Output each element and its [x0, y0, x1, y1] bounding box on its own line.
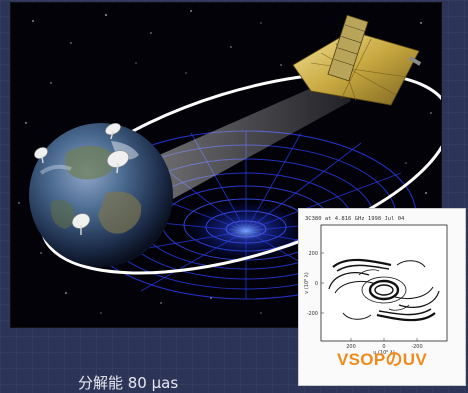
antenna-icon — [105, 123, 121, 140]
uv-plot-header: 3C380 at 4.816 GHz 1998 Jul 04 — [305, 216, 405, 222]
antenna-icon — [34, 147, 48, 164]
earth-satellite-orbit-image — [18, 10, 441, 314]
earth — [29, 123, 173, 267]
y-tick-label: 200 — [308, 251, 318, 257]
uv-panel-title: VSOPのUV — [337, 350, 427, 369]
antenna-icon — [107, 150, 129, 174]
y-axis-label: v (10⁶ λ) — [304, 272, 310, 293]
uv-coverage-panel: 200 0 -200 200 0 -200 u (10⁶ λ) v (10⁶ λ… — [298, 208, 466, 386]
antenna-icon — [72, 213, 90, 235]
uv-tracks — [328, 258, 440, 322]
signal-beam — [141, 75, 351, 211]
x-tick-label: 200 — [346, 344, 356, 350]
stars — [18, 10, 432, 314]
halca-satellite — [292, 14, 422, 106]
uv-coverage-plot: 200 0 -200 200 0 -200 u (10⁶ λ) v (10⁶ λ… — [304, 224, 448, 356]
plot-frame — [320, 224, 448, 342]
axis-ticks — [321, 252, 418, 341]
x-tick-label: -200 — [411, 344, 422, 350]
radio-telescopes — [34, 123, 129, 235]
x-axis-label: u (10⁶ λ) — [373, 350, 395, 356]
space-vlbi-illustration — [10, 2, 442, 328]
y-tick-label: 0 — [315, 281, 318, 287]
x-tick-label: 0 — [382, 344, 385, 350]
y-tick-label: -200 — [307, 311, 318, 317]
resolution-caption: 分解能 80 μas — [78, 374, 179, 392]
